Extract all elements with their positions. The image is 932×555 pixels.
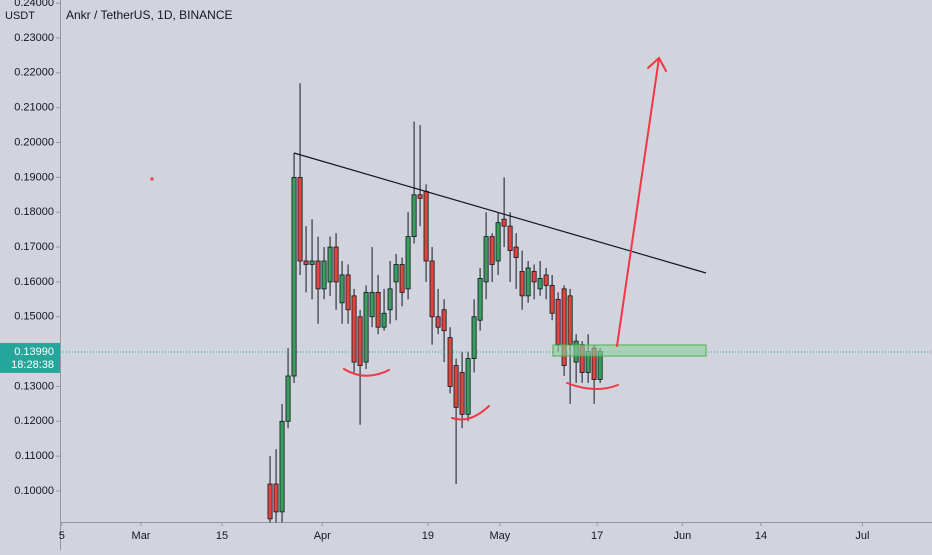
candle-body: [459, 372, 465, 415]
candle-body: [423, 190, 429, 262]
y-unit: USDT: [5, 10, 35, 22]
smile-mark: [343, 368, 390, 377]
y-tick-label: 0.12000: [14, 415, 54, 427]
candle-body: [549, 284, 555, 314]
y-tick-label: 0.17000: [14, 241, 54, 253]
candle-body: [453, 365, 459, 408]
candle-body: [435, 316, 441, 328]
y-tick-label: 0.13000: [14, 380, 54, 392]
candle-body: [279, 420, 285, 513]
candle-body: [483, 236, 489, 283]
x-tick-label: May: [490, 530, 511, 542]
candle-body: [375, 291, 381, 328]
y-tick-label: 0.24000: [14, 0, 54, 9]
candle-body: [513, 246, 519, 258]
candle-body: [561, 288, 567, 366]
x-tick-label: 5: [59, 530, 65, 542]
arrow-head: [647, 56, 667, 72]
dot-mark: [150, 177, 154, 181]
candle-body: [339, 274, 345, 304]
candle-body: [363, 291, 369, 363]
candle-body: [327, 246, 333, 283]
candle-body: [321, 260, 327, 290]
zone-box: [552, 344, 707, 357]
y-tick-label: 0.19000: [14, 171, 54, 183]
x-tick-label: 19: [422, 530, 434, 542]
x-tick-label: Jul: [855, 530, 869, 542]
candle-body: [501, 218, 507, 227]
x-tick-label: 14: [755, 530, 767, 542]
candle-body: [291, 176, 297, 377]
candle-body: [381, 312, 387, 328]
x-tick-label: 17: [591, 530, 603, 542]
x-tick-label: Mar: [132, 530, 151, 542]
candle-body: [315, 260, 321, 290]
smile-mark: [451, 405, 490, 421]
y-tick-label: 0.21000: [14, 102, 54, 114]
candle-body: [507, 225, 513, 251]
candle-body: [297, 176, 303, 262]
candle-body: [333, 246, 339, 283]
candle-body: [519, 271, 525, 297]
candle-body: [543, 274, 549, 286]
annotations: [343, 56, 667, 421]
arrow-shaft: [616, 57, 660, 347]
candle-body: [351, 295, 357, 363]
candle-body: [489, 236, 495, 265]
candle-body: [495, 222, 501, 262]
price-label: 0.13990: [14, 346, 54, 358]
price-label-box: [0, 342, 60, 373]
y-tick-label: 0.16000: [14, 276, 54, 288]
y-tick-label: 0.20000: [14, 136, 54, 148]
trend-line: [293, 152, 707, 274]
candle-body: [471, 316, 477, 359]
candle-body: [411, 194, 417, 238]
y-tick-label: 0.10000: [14, 485, 54, 497]
candle-body: [417, 194, 423, 199]
candle-body: [399, 264, 405, 293]
y-tick-labels: 0.24000 0.23000 0.22000 0.21000 0.20000 0.190…: [14, 0, 60, 497]
candle-body: [429, 260, 435, 318]
countdown: 18:28:38: [11, 359, 54, 371]
candle-body: [525, 267, 531, 297]
y-tick-label: 0.18000: [14, 206, 54, 218]
candle-body: [387, 288, 393, 311]
y-tick-label: 0.11000: [15, 450, 54, 462]
candle-body: [555, 298, 561, 346]
x-tick-label: 15: [216, 530, 228, 542]
candle-body: [531, 271, 537, 283]
candle-body: [267, 483, 273, 520]
candle-body: [273, 483, 279, 513]
candle-body: [441, 309, 447, 332]
chart-title: Ankr / TetherUS, 1D, BINANCE: [66, 8, 233, 22]
smile-mark: [566, 382, 619, 390]
unit-bg: [0, 8, 60, 24]
candle-body: [405, 236, 411, 290]
x-tick-label: Jun: [673, 530, 691, 542]
y-tick-label: 0.22000: [14, 67, 54, 79]
candle-body: [567, 295, 573, 346]
candle-body: [357, 316, 363, 366]
y-tick-label: 0.15000: [14, 311, 54, 323]
candle-body: [537, 278, 543, 290]
candle-body: [477, 278, 483, 321]
x-tick-label: Apr: [314, 530, 331, 542]
candle-body: [465, 358, 471, 415]
candle-body: [393, 264, 399, 283]
candle-body: [309, 260, 315, 265]
candle-body: [345, 274, 351, 311]
y-tick-label: 0.23000: [14, 32, 54, 44]
candle-body: [369, 291, 375, 318]
candle-body: [303, 260, 309, 265]
candle-body: [285, 375, 291, 422]
candle-body: [447, 337, 453, 387]
